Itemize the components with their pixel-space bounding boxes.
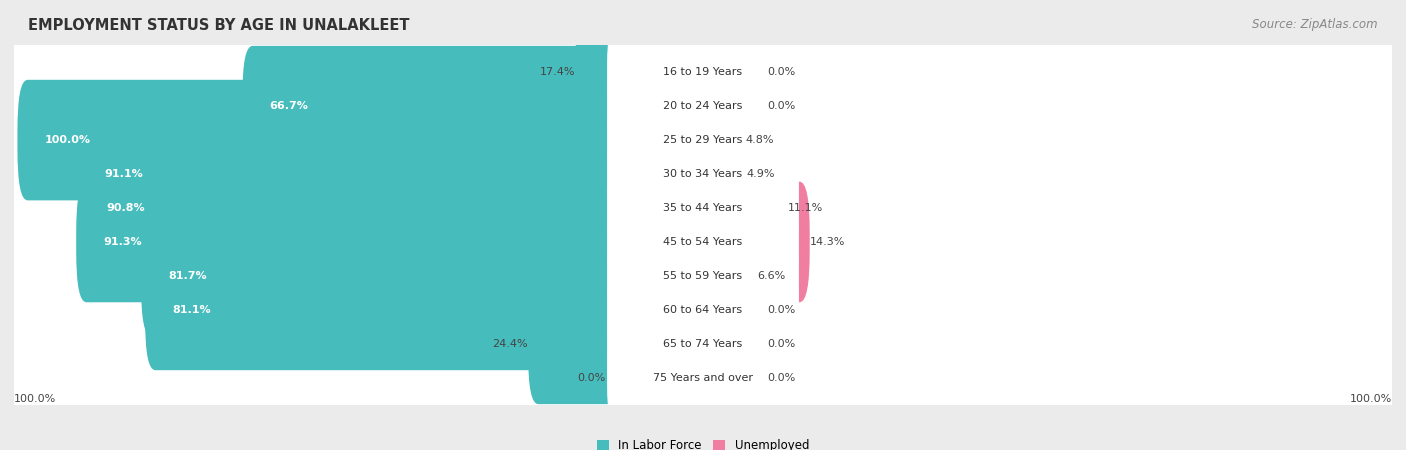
Text: 0.0%: 0.0%: [768, 101, 796, 111]
FancyBboxPatch shape: [11, 145, 1395, 339]
Text: 4.8%: 4.8%: [745, 135, 775, 145]
Legend: In Labor Force, Unemployed: In Labor Force, Unemployed: [592, 434, 814, 450]
Text: 6.6%: 6.6%: [758, 271, 786, 281]
FancyBboxPatch shape: [607, 23, 799, 121]
Text: 35 to 44 Years: 35 to 44 Years: [664, 203, 742, 213]
Text: 60 to 64 Years: 60 to 64 Years: [664, 305, 742, 315]
Text: 0.0%: 0.0%: [576, 373, 605, 383]
FancyBboxPatch shape: [693, 46, 768, 166]
FancyBboxPatch shape: [141, 216, 713, 336]
FancyBboxPatch shape: [693, 12, 768, 132]
FancyBboxPatch shape: [693, 148, 789, 268]
FancyBboxPatch shape: [17, 80, 713, 200]
Text: 0.0%: 0.0%: [768, 339, 796, 349]
Text: 0.0%: 0.0%: [768, 305, 796, 315]
Text: 55 to 59 Years: 55 to 59 Years: [664, 271, 742, 281]
FancyBboxPatch shape: [11, 280, 1395, 450]
Text: 20 to 24 Years: 20 to 24 Years: [664, 101, 742, 111]
FancyBboxPatch shape: [80, 148, 713, 268]
FancyBboxPatch shape: [76, 182, 713, 302]
FancyBboxPatch shape: [529, 284, 713, 404]
FancyBboxPatch shape: [607, 91, 799, 189]
Text: 4.9%: 4.9%: [747, 169, 775, 179]
FancyBboxPatch shape: [607, 295, 799, 392]
Text: 25 to 29 Years: 25 to 29 Years: [664, 135, 742, 145]
Text: 30 to 34 Years: 30 to 34 Years: [664, 169, 742, 179]
Text: 65 to 74 Years: 65 to 74 Years: [664, 339, 742, 349]
FancyBboxPatch shape: [607, 227, 799, 324]
FancyBboxPatch shape: [11, 43, 1395, 238]
FancyBboxPatch shape: [693, 216, 758, 336]
FancyBboxPatch shape: [145, 250, 713, 370]
Text: 100.0%: 100.0%: [1350, 394, 1392, 404]
FancyBboxPatch shape: [11, 247, 1395, 441]
Text: 91.3%: 91.3%: [103, 237, 142, 247]
FancyBboxPatch shape: [11, 77, 1395, 271]
FancyBboxPatch shape: [11, 212, 1395, 407]
FancyBboxPatch shape: [11, 0, 1395, 170]
Text: 16 to 19 Years: 16 to 19 Years: [664, 67, 742, 77]
FancyBboxPatch shape: [11, 9, 1395, 203]
FancyBboxPatch shape: [693, 80, 745, 200]
Text: 100.0%: 100.0%: [14, 394, 56, 404]
FancyBboxPatch shape: [607, 329, 799, 427]
Text: 11.1%: 11.1%: [789, 203, 824, 213]
FancyBboxPatch shape: [607, 194, 799, 291]
FancyBboxPatch shape: [242, 46, 713, 166]
FancyBboxPatch shape: [77, 114, 713, 234]
FancyBboxPatch shape: [607, 126, 799, 223]
Text: 100.0%: 100.0%: [45, 135, 90, 145]
Text: 17.4%: 17.4%: [540, 67, 575, 77]
FancyBboxPatch shape: [693, 284, 768, 404]
Text: 81.7%: 81.7%: [169, 271, 207, 281]
Text: EMPLOYMENT STATUS BY AGE IN UNALAKLEET: EMPLOYMENT STATUS BY AGE IN UNALAKLEET: [28, 18, 409, 33]
Text: 0.0%: 0.0%: [768, 373, 796, 383]
FancyBboxPatch shape: [575, 12, 713, 132]
FancyBboxPatch shape: [11, 179, 1395, 373]
FancyBboxPatch shape: [693, 114, 747, 234]
Text: 66.7%: 66.7%: [270, 101, 308, 111]
Text: 90.8%: 90.8%: [107, 203, 145, 213]
Text: 75 Years and over: 75 Years and over: [652, 373, 754, 383]
Text: 81.1%: 81.1%: [172, 305, 211, 315]
FancyBboxPatch shape: [11, 111, 1395, 305]
FancyBboxPatch shape: [607, 159, 799, 256]
FancyBboxPatch shape: [607, 58, 799, 155]
Text: 0.0%: 0.0%: [768, 67, 796, 77]
Text: 24.4%: 24.4%: [492, 339, 529, 349]
FancyBboxPatch shape: [607, 261, 799, 359]
Text: Source: ZipAtlas.com: Source: ZipAtlas.com: [1253, 18, 1378, 31]
Text: 14.3%: 14.3%: [810, 237, 845, 247]
Text: 45 to 54 Years: 45 to 54 Years: [664, 237, 742, 247]
FancyBboxPatch shape: [693, 318, 768, 438]
FancyBboxPatch shape: [693, 182, 810, 302]
Text: 91.1%: 91.1%: [104, 169, 143, 179]
FancyBboxPatch shape: [693, 250, 768, 370]
